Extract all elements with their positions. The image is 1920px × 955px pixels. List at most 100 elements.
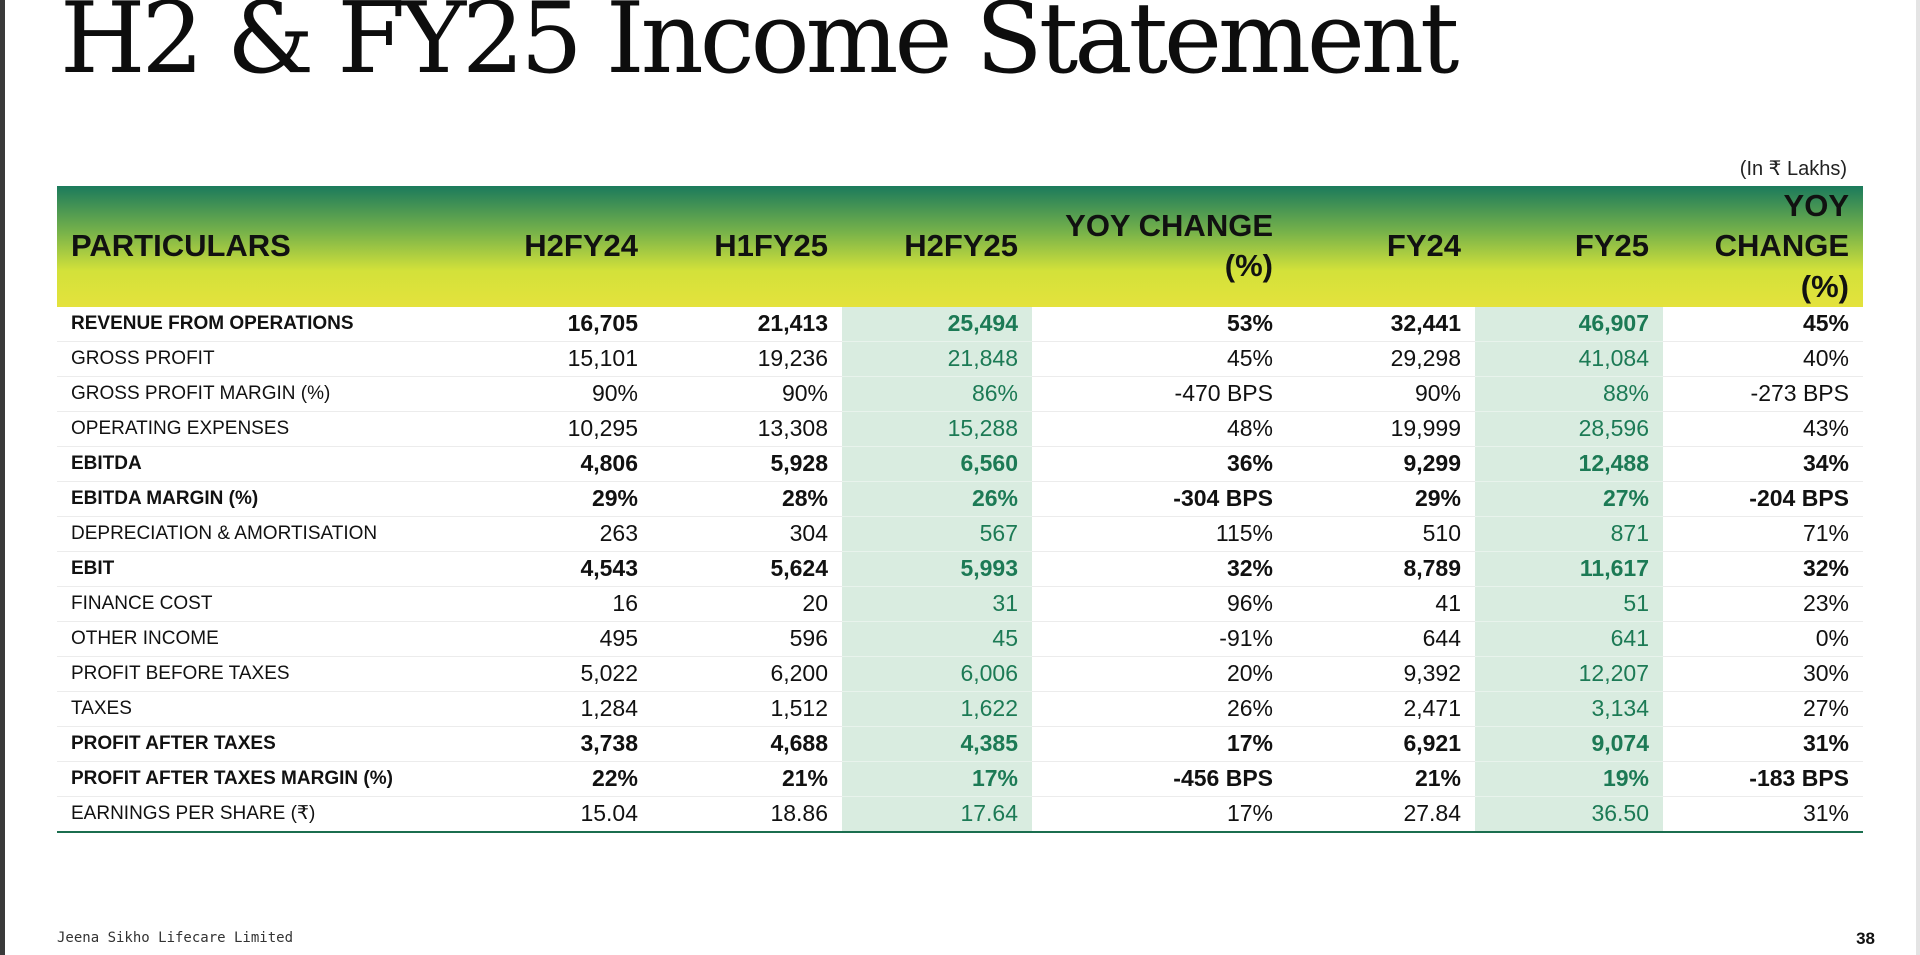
table-cell: 6,921 <box>1287 726 1475 762</box>
row-label: PROFIT AFTER TAXES MARGIN (%) <box>57 761 452 797</box>
table-cell: 4,688 <box>652 726 842 762</box>
table-cell: -204 BPS <box>1663 481 1863 517</box>
table-cell: 21% <box>652 761 842 797</box>
table-cell: 90% <box>652 376 842 412</box>
row-label: PROFIT BEFORE TAXES <box>57 656 452 692</box>
table-cell: 871 <box>1475 516 1663 552</box>
table-cell: 9,392 <box>1287 656 1475 692</box>
table-cell: 13,308 <box>652 411 842 447</box>
table-cell: 17% <box>842 761 1032 797</box>
table-row: PROFIT BEFORE TAXES 5,022 6,200 6,006 20% 9,3… <box>57 656 1863 692</box>
table-cell: 26% <box>842 481 1032 517</box>
table-cell: 71% <box>1663 516 1863 552</box>
row-label: GROSS PROFIT MARGIN (%) <box>57 376 452 412</box>
table-cell: 4,806 <box>452 446 652 482</box>
income-statement-table-wrap: PARTICULARS H2FY24 H1FY25 H2FY25 YOY CHA… <box>57 186 1863 833</box>
table-cell: 15,288 <box>842 411 1032 447</box>
table-cell: 115% <box>1032 516 1287 552</box>
table-cell: 32,441 <box>1287 306 1475 342</box>
table-row: EBITDA MARGIN (%) 29% 28% 26% -304 BPS 29% 27%… <box>57 481 1863 517</box>
table-cell: 32% <box>1032 551 1287 587</box>
table-cell: 31% <box>1663 796 1863 833</box>
table-cell: 40% <box>1663 341 1863 377</box>
left-edge-bar <box>0 0 5 955</box>
table-cell: 596 <box>652 621 842 657</box>
row-label: OTHER INCOME <box>57 621 452 657</box>
table-cell: 1,512 <box>652 691 842 727</box>
table-cell: 263 <box>452 516 652 552</box>
row-label: TAXES <box>57 691 452 727</box>
table-cell: 15.04 <box>452 796 652 833</box>
table-row: GROSS PROFIT 15,101 19,236 21,848 45% 29,298 4… <box>57 341 1863 377</box>
table-cell: 12,207 <box>1475 656 1663 692</box>
table-cell: 1,622 <box>842 691 1032 727</box>
table-cell: 20% <box>1032 656 1287 692</box>
table-cell: 21% <box>1287 761 1475 797</box>
table-body: REVENUE FROM OPERATIONS 16,705 21,413 25,49… <box>57 306 1863 833</box>
column-header-fy24: FY24 <box>1287 186 1475 307</box>
table-row: EARNINGS PER SHARE (₹) 15.04 18.86 17.64 17%… <box>57 796 1863 833</box>
table-cell: 45% <box>1663 306 1863 342</box>
table-cell: 41 <box>1287 586 1475 622</box>
table-cell: 2,471 <box>1287 691 1475 727</box>
table-cell: 88% <box>1475 376 1663 412</box>
table-cell: 32% <box>1663 551 1863 587</box>
column-header-yoy-change-full: YOY CHANGE (%) <box>1663 186 1863 307</box>
table-cell: 18.86 <box>652 796 842 833</box>
table-cell: 495 <box>452 621 652 657</box>
table-row: OTHER INCOME 495 596 45 -91% 644 641 0% <box>57 621 1863 657</box>
table-cell: 28% <box>652 481 842 517</box>
table-cell: 43% <box>1663 411 1863 447</box>
row-label: REVENUE FROM OPERATIONS <box>57 306 452 342</box>
table-cell: 19,999 <box>1287 411 1475 447</box>
footer-company-name: Jeena Sikho Lifecare Limited <box>57 930 294 946</box>
table-cell: 6,006 <box>842 656 1032 692</box>
table-cell: 20 <box>652 586 842 622</box>
table-cell: 567 <box>842 516 1032 552</box>
table-cell: 4,385 <box>842 726 1032 762</box>
row-label: GROSS PROFIT <box>57 341 452 377</box>
table-cell: 19,236 <box>652 341 842 377</box>
table-cell: 3,134 <box>1475 691 1663 727</box>
table-cell: 5,624 <box>652 551 842 587</box>
table-row: EBITDA 4,806 5,928 6,560 36% 9,299 12,488 34% <box>57 446 1863 482</box>
table-cell: 27% <box>1475 481 1663 517</box>
table-cell: -183 BPS <box>1663 761 1863 797</box>
table-cell: 17% <box>1032 726 1287 762</box>
column-header-fy25: FY25 <box>1475 186 1663 307</box>
table-row: GROSS PROFIT MARGIN (%) 90% 90% 86% -470 BPS… <box>57 376 1863 412</box>
table-cell: 30% <box>1663 656 1863 692</box>
table-cell: 21,848 <box>842 341 1032 377</box>
table-cell: 34% <box>1663 446 1863 482</box>
table-cell: 53% <box>1032 306 1287 342</box>
table-cell: 10,295 <box>452 411 652 447</box>
table-cell: 19% <box>1475 761 1663 797</box>
table-cell: 51 <box>1475 586 1663 622</box>
table-cell: 36% <box>1032 446 1287 482</box>
table-header-row: PARTICULARS H2FY24 H1FY25 H2FY25 YOY CHA… <box>57 186 1863 307</box>
table-cell: 6,560 <box>842 446 1032 482</box>
table-cell: 9,074 <box>1475 726 1663 762</box>
table-row: PROFIT AFTER TAXES 3,738 4,688 4,385 17% 6,92… <box>57 726 1863 762</box>
table-cell: 28,596 <box>1475 411 1663 447</box>
page-number: 38 <box>1856 929 1875 948</box>
table-cell: 21,413 <box>652 306 842 342</box>
table-cell: 16,705 <box>452 306 652 342</box>
table-cell: 5,022 <box>452 656 652 692</box>
sunburst-decoration-icon <box>1530 0 1860 110</box>
table-cell: 27% <box>1663 691 1863 727</box>
right-edge-bar <box>1916 0 1920 955</box>
table-cell: 41,084 <box>1475 341 1663 377</box>
table-cell: -470 BPS <box>1032 376 1287 412</box>
table-cell: 15,101 <box>452 341 652 377</box>
table-cell: 644 <box>1287 621 1475 657</box>
table-cell: -456 BPS <box>1032 761 1287 797</box>
table-cell: 31 <box>842 586 1032 622</box>
table-cell: 304 <box>652 516 842 552</box>
table-cell: 8,789 <box>1287 551 1475 587</box>
table-cell: 45% <box>1032 341 1287 377</box>
table-cell: 45 <box>842 621 1032 657</box>
table-cell: 29% <box>1287 481 1475 517</box>
table-cell: 3,738 <box>452 726 652 762</box>
